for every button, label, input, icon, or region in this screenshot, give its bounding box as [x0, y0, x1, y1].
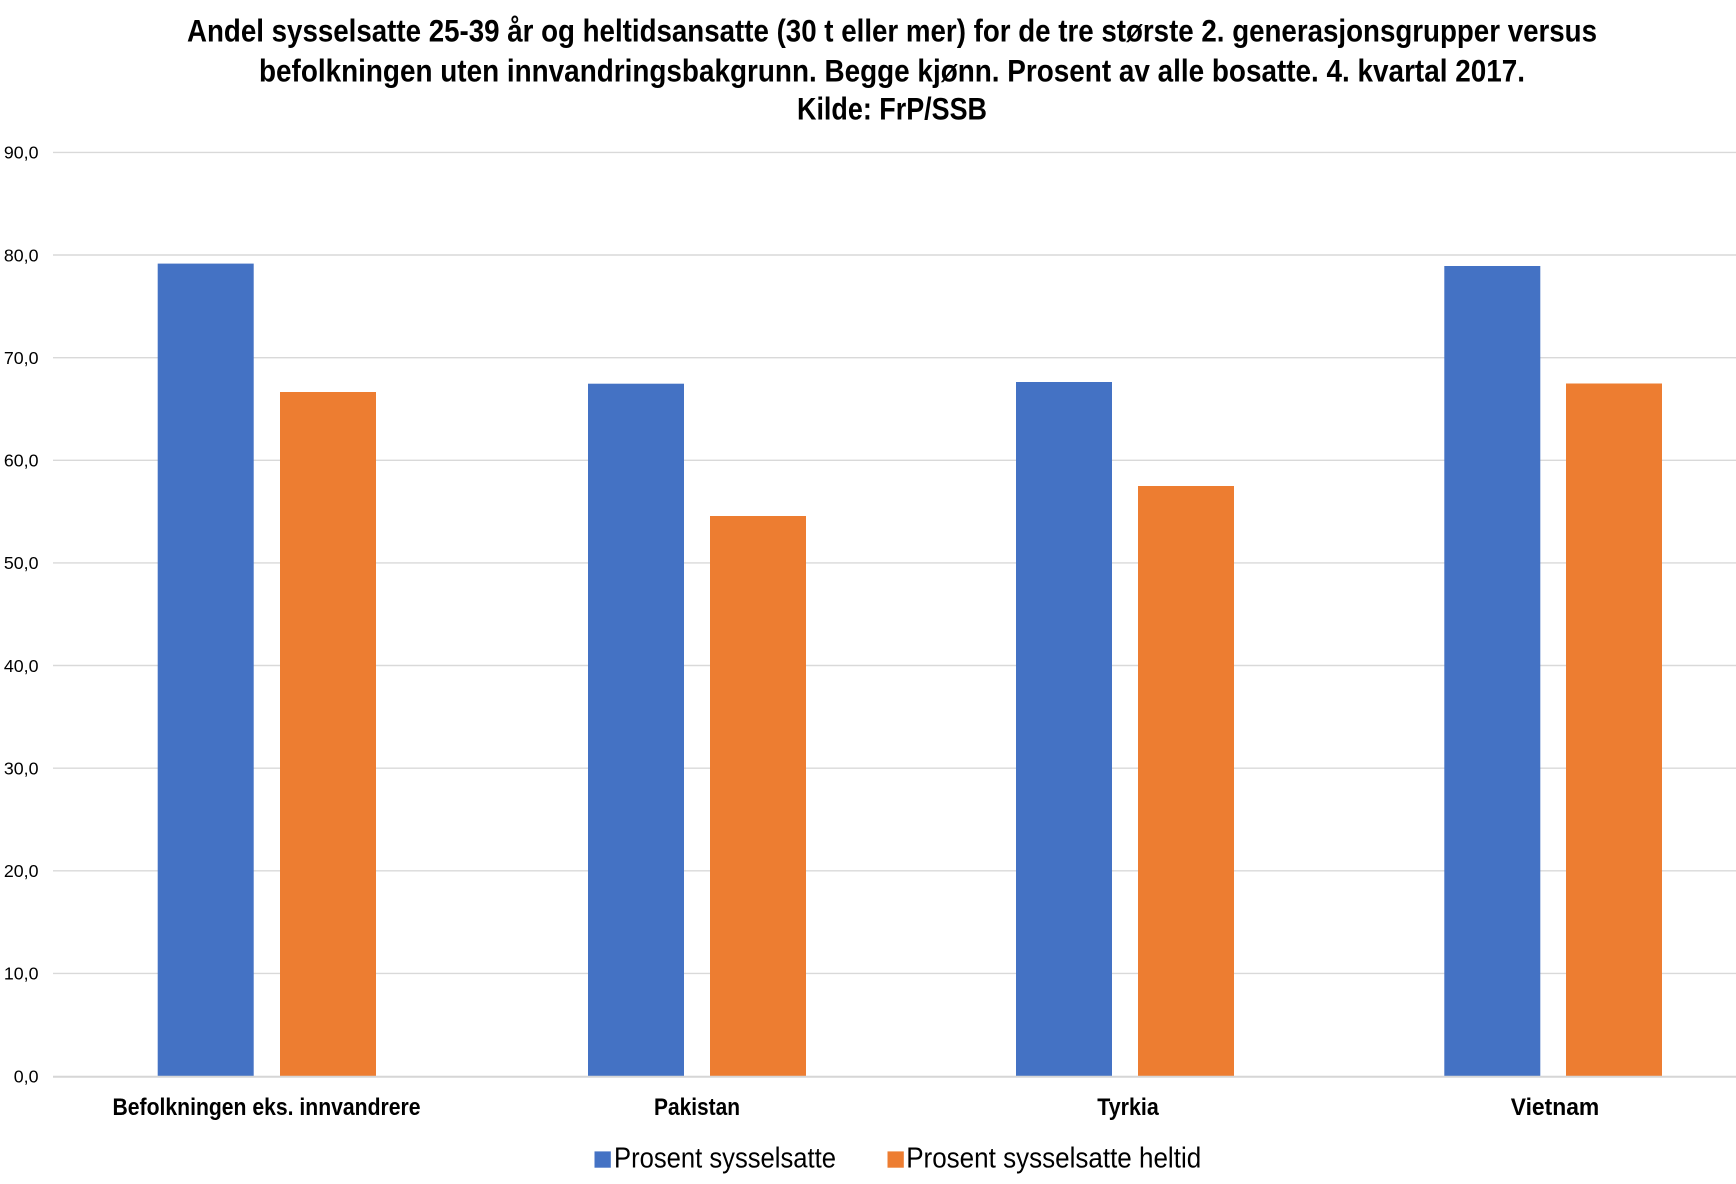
svg-text:Kilde: FrP/SSB: Kilde: FrP/SSB — [797, 91, 987, 127]
svg-text:Tyrkia: Tyrkia — [1097, 1094, 1159, 1121]
svg-text:90,0: 90,0 — [4, 143, 39, 163]
svg-text:30,0: 30,0 — [4, 759, 39, 779]
svg-text:Prosent sysselsatte heltid: Prosent sysselsatte heltid — [906, 1142, 1201, 1174]
svg-text:Prosent sysselsatte: Prosent sysselsatte — [614, 1142, 836, 1174]
svg-text:20,0: 20,0 — [4, 861, 39, 881]
svg-text:40,0: 40,0 — [4, 656, 39, 676]
svg-text:Andel sysselsatte 25-39 år og: Andel sysselsatte 25-39 år og heltidsans… — [187, 12, 1597, 48]
svg-text:50,0: 50,0 — [4, 553, 39, 573]
svg-text:befolkningen uten innvandrings: befolkningen uten innvandringsbakgrunn. … — [259, 52, 1525, 88]
svg-text:80,0: 80,0 — [4, 245, 39, 265]
svg-text:Pakistan: Pakistan — [654, 1094, 740, 1121]
svg-text:0,0: 0,0 — [14, 1067, 39, 1087]
svg-text:70,0: 70,0 — [4, 348, 39, 368]
svg-text:10,0: 10,0 — [4, 964, 39, 984]
svg-text:60,0: 60,0 — [4, 451, 39, 471]
svg-text:Befolkningen eks. innvandrere: Befolkningen eks. innvandrere — [113, 1094, 421, 1121]
svg-text:Vietnam: Vietnam — [1511, 1094, 1600, 1121]
